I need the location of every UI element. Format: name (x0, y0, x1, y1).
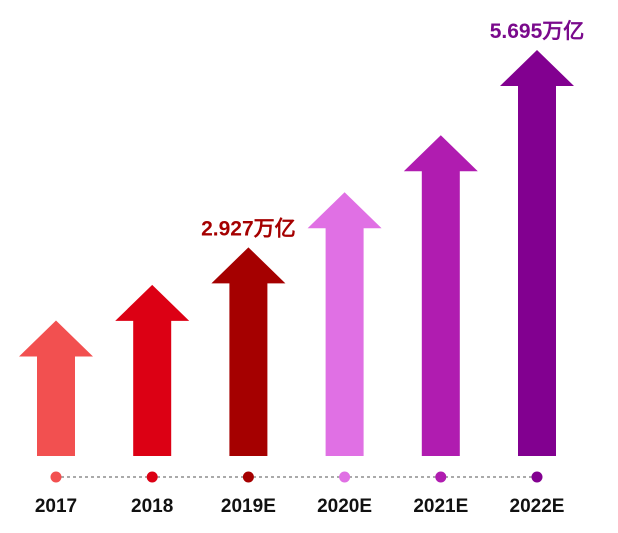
value-annotation-2019E: 2.927万亿 (201, 216, 296, 240)
arrow-bar-2019E (211, 247, 286, 456)
timeline-dot-2017 (50, 471, 62, 483)
arrow-bar-2022E (500, 50, 574, 456)
timeline-dot-2021E (435, 471, 447, 483)
x-tick-label-2020E: 2020E (317, 496, 372, 517)
value-annotation-2022E: 5.695万亿 (490, 19, 585, 43)
x-tick-label-2022E: 2022E (510, 496, 565, 517)
arrow-bar-2021E (403, 135, 478, 457)
arrow-bar-2018 (115, 284, 190, 456)
timeline-dots (50, 471, 543, 483)
arrow-bar-2020E (307, 192, 382, 456)
timeline-dot-2018 (146, 471, 158, 483)
x-tick-label-2017: 2017 (35, 496, 77, 517)
arrow-series (19, 50, 574, 457)
arrow-bar-2017 (19, 320, 93, 456)
x-tick-label-2021E: 2021E (413, 496, 468, 517)
x-tick-label-2019E: 2019E (221, 496, 276, 517)
x-tick-label-2018: 2018 (131, 496, 173, 517)
x-tick-labels: 2017 2018 2019E 2020E 2021E 2022E (35, 496, 565, 517)
timeline-dot-2022E (531, 471, 543, 483)
timeline-dot-2020E (339, 471, 351, 483)
timeline-dot-2019E (242, 471, 254, 483)
value-annotations: 2.927万亿 5.695万亿 (201, 19, 584, 240)
